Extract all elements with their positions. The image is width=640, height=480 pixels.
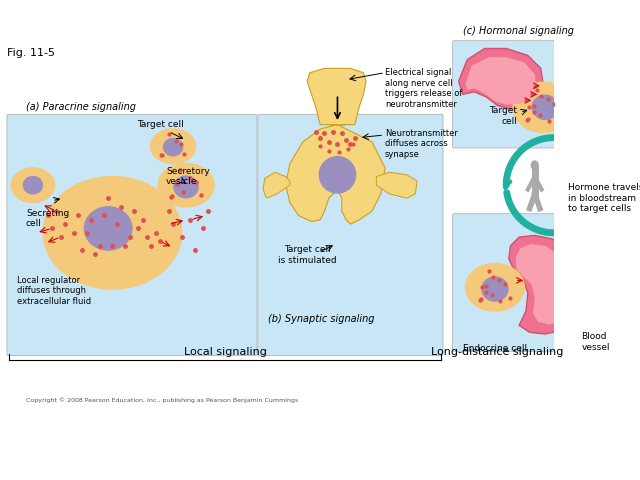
Text: Blood
vessel: Blood vessel: [582, 332, 610, 352]
FancyBboxPatch shape: [7, 114, 257, 356]
Text: Target cell
is stimulated: Target cell is stimulated: [278, 245, 337, 265]
Polygon shape: [509, 235, 582, 334]
Text: Endocrine cell: Endocrine cell: [463, 344, 527, 352]
Text: Target
cell: Target cell: [490, 106, 517, 126]
Text: Secreting
cell: Secreting cell: [26, 209, 69, 228]
Text: Long-distance signaling: Long-distance signaling: [431, 347, 564, 357]
Ellipse shape: [174, 176, 198, 198]
Text: (c) Hormonal signaling: (c) Hormonal signaling: [463, 26, 574, 36]
Ellipse shape: [319, 156, 356, 193]
Text: Neurotransmitter
diffuses across
synapse: Neurotransmitter diffuses across synapse: [385, 129, 458, 159]
Text: Copyright © 2008 Pearson Education, Inc., publishing as Pearson Benjamin Cumming: Copyright © 2008 Pearson Education, Inc.…: [26, 397, 298, 403]
Ellipse shape: [164, 138, 182, 156]
Ellipse shape: [24, 177, 42, 194]
Text: Hormone travels
in bloodstream
to target cells: Hormone travels in bloodstream to target…: [568, 183, 640, 213]
Polygon shape: [307, 68, 366, 125]
Ellipse shape: [532, 95, 558, 120]
Ellipse shape: [12, 168, 54, 203]
Text: Secretory
vesicle: Secretory vesicle: [166, 167, 210, 186]
FancyBboxPatch shape: [452, 214, 629, 351]
Polygon shape: [285, 125, 385, 224]
Text: (b) Synaptic signaling: (b) Synaptic signaling: [268, 313, 375, 324]
Text: Local regulator
diffuses through
extracellular fluid: Local regulator diffuses through extrace…: [17, 276, 92, 306]
Ellipse shape: [158, 164, 214, 207]
Text: (a) Paracrine signaling: (a) Paracrine signaling: [26, 102, 136, 112]
Text: Local signaling: Local signaling: [184, 347, 266, 357]
Ellipse shape: [150, 129, 196, 164]
Polygon shape: [263, 172, 290, 198]
Polygon shape: [459, 48, 543, 109]
Text: Electrical signal
along nerve cell
triggers release of
neurotransmitter: Electrical signal along nerve cell trigg…: [385, 68, 463, 108]
FancyBboxPatch shape: [452, 41, 629, 148]
Ellipse shape: [44, 177, 182, 289]
Text: Target cell: Target cell: [137, 120, 184, 129]
FancyBboxPatch shape: [330, 89, 345, 125]
FancyBboxPatch shape: [258, 114, 443, 356]
Ellipse shape: [513, 82, 573, 132]
Text: Fig. 11-5: Fig. 11-5: [7, 48, 55, 59]
Polygon shape: [465, 57, 536, 105]
Ellipse shape: [84, 207, 132, 250]
Ellipse shape: [465, 264, 524, 311]
Polygon shape: [516, 244, 571, 324]
Ellipse shape: [482, 277, 508, 301]
Polygon shape: [376, 172, 417, 198]
Ellipse shape: [531, 161, 538, 169]
